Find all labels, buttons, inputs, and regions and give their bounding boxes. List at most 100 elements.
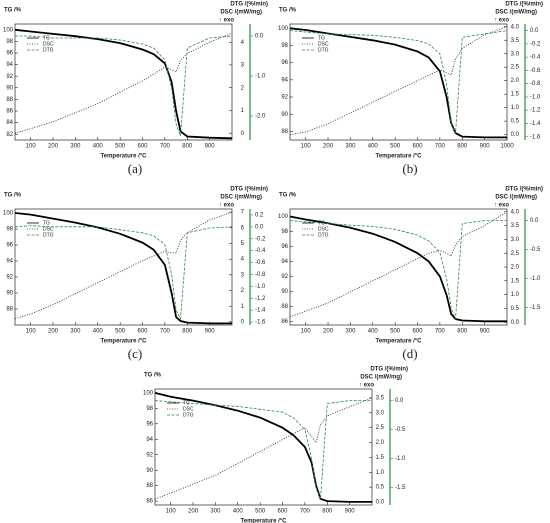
x-tick-label: 400 [93,144,104,150]
y-tick-label: 90 [146,468,153,474]
y2-tick-label: 3.0 [376,410,385,416]
legend-label: TG [318,35,325,41]
y3-tick-label: -1.4 [255,308,266,314]
series-line [15,35,233,137]
y3-tick-label: -1.6 [255,320,266,326]
x-tick-label: 500 [255,509,266,515]
y-tick-label: 88 [146,483,153,489]
y2-tick-label: 2.0 [511,78,520,84]
x-tick-label: 900 [480,144,491,150]
legend-label: DSC [183,406,194,412]
legend-label: DSC [318,41,329,47]
y2-tick-label: 0.0 [511,132,520,138]
y3-axis-title: DTG /(%/min) [230,187,268,193]
y3-tick-label: -1.5 [530,305,541,311]
series-line [289,220,507,320]
y3-tick-label: 0.2 [255,213,264,219]
y2-tick-label: 4 [241,257,245,263]
x-tick-label: 300 [345,144,356,150]
y-tick-label: 90 [6,291,13,297]
y2-tick-label: 2.5 [511,251,520,257]
legend-label: DTG [318,232,329,238]
y3-tick-label: -0.4 [530,55,541,61]
y2-tick-label: 2.5 [511,65,520,71]
series-line [14,212,232,325]
y-tick-label: 100 [3,27,14,33]
y-tick-label: 98 [281,229,288,235]
y2-axis-title: DSC /(mW/mg) [495,195,537,201]
y3-tick-label: -1.0 [530,94,541,100]
series-line [154,397,373,500]
y-tick-label: 94 [146,437,153,443]
series-line [289,215,507,323]
x-tick-label: 1000 [500,144,514,150]
y3-tick-label: 0.0 [255,224,264,230]
y-tick-label: 92 [6,275,13,281]
x-tick-label: 500 [115,329,126,335]
y-tick-label: 98 [6,39,13,45]
y2-tick-label: 4.0 [511,24,520,30]
y2-tick-label: 3 [241,272,245,278]
y3-axis-title: DTG /(%/min) [505,187,543,193]
y2-tick-label: 1.0 [376,470,385,476]
y3-tick-label: -0.4 [255,248,266,254]
y3-tick-label: 0.0 [530,218,539,224]
y3-tick-label: -1.0 [255,284,266,290]
x-tick-label: 200 [323,144,334,150]
x-tick-label: 900 [205,329,216,335]
y-tick-label: 96 [281,60,288,66]
y2-tick-label: 3 [241,63,245,69]
y2-tick-label: 3.5 [376,396,385,402]
y2-tick-label: 2.0 [511,265,520,271]
x-tick-label: 200 [188,509,199,515]
annotation: ↑ exo [494,18,509,24]
y2-tick-label: 1.5 [511,92,520,98]
y2-tick-label: 4.0 [511,209,520,215]
x-tick-label: 200 [323,329,334,335]
x-tick-label: 900 [345,509,356,515]
series-line [154,400,372,500]
x-tick-label: 400 [93,329,104,335]
x-axis-title: Temperature /°C [376,154,423,160]
y2-tick-label: 1.0 [511,292,520,298]
series-line [289,211,508,318]
legend-label: DTG [43,232,54,238]
y-tick-label: 92 [281,274,288,280]
y3-tick-label: -0.2 [255,236,266,242]
y2-tick-label: 1 [241,304,245,310]
y2-tick-label: 1.0 [511,105,520,111]
x-tick-label: 200 [48,329,59,335]
panel-label: (b) [402,161,417,176]
series-line [289,26,508,136]
x-tick-label: 500 [115,144,126,150]
y3-tick-label: -1.2 [255,296,266,302]
plot-frame [14,23,233,141]
x-axis-title: Temperature /°C [241,519,288,523]
y3-tick-label: 0.0 [530,28,539,34]
y-tick-label: 100 [143,390,154,396]
x-tick-label: 300 [345,329,356,335]
y-tick-label: 94 [6,259,13,265]
series-line [154,392,372,503]
legend-label: DSC [318,226,329,232]
annotation: ↑ exo [219,18,234,24]
series-line [14,225,233,321]
x-tick-label: 400 [368,144,379,150]
series-line [14,28,233,140]
y2-tick-label: 1 [241,108,245,114]
y2-tick-label: 2.5 [376,425,385,431]
x-tick-label: 100 [26,144,37,150]
legend-label: TG [43,35,50,41]
y2-tick-label: 7 [241,210,245,216]
x-tick-label: 800 [182,144,193,150]
y2-tick-label: 3.0 [511,237,520,243]
y3-tick-label: -0.5 [530,247,541,253]
legend-label: DTG [318,47,329,53]
x-axis-title: Temperature /°C [376,339,423,345]
x-tick-label: 400 [368,329,379,335]
y-tick-label: 94 [281,77,288,83]
y2-axis-title: DSC /(mW/mg) [495,10,537,16]
y-tick-label: 82 [6,132,13,138]
y2-tick-label: 4 [241,40,245,46]
y3-axis-title: DTG /(%/min) [230,2,268,8]
